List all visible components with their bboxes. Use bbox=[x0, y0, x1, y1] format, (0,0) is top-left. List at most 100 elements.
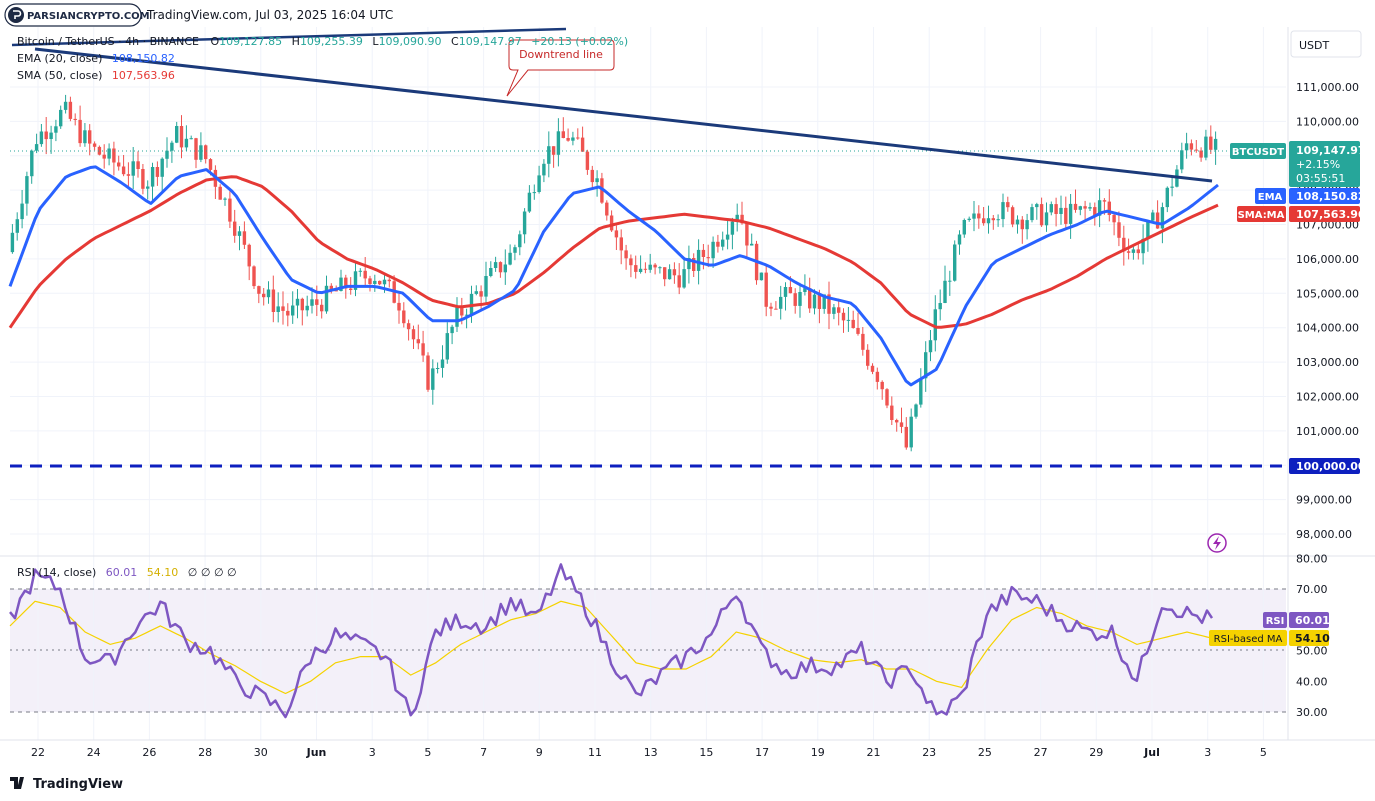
candle bbox=[25, 176, 29, 204]
candle bbox=[730, 221, 735, 235]
candle bbox=[431, 368, 435, 390]
candle bbox=[1112, 214, 1116, 223]
trendline-upper[interactable] bbox=[11, 27, 567, 47]
candle bbox=[890, 405, 894, 420]
candle bbox=[349, 288, 353, 290]
legend: Bitcoin / TetherUS · 4h · BINANCE O109,1… bbox=[17, 35, 628, 82]
brand-logo-icon bbox=[8, 7, 24, 23]
candle bbox=[783, 287, 788, 297]
candle bbox=[822, 294, 826, 309]
downtrend-annotation[interactable]: Downtrend line bbox=[506, 39, 615, 97]
candle bbox=[387, 279, 391, 282]
candle bbox=[1025, 220, 1029, 230]
rsi-legend-value: 60.01 bbox=[106, 566, 138, 579]
time-tick: 9 bbox=[536, 746, 543, 759]
time-tick: 28 bbox=[198, 746, 212, 759]
legend-sma-label[interactable]: SMA (50, close) bbox=[17, 69, 102, 82]
candle bbox=[92, 143, 97, 147]
candle bbox=[1001, 202, 1005, 220]
candle bbox=[938, 303, 942, 310]
tradingview-logo[interactable]: TradingView bbox=[10, 777, 123, 792]
candle bbox=[295, 298, 300, 306]
candle bbox=[160, 158, 164, 177]
candle bbox=[909, 416, 913, 448]
candle bbox=[696, 249, 701, 271]
candle bbox=[716, 241, 720, 247]
rsi-tick: 80.00 bbox=[1296, 552, 1328, 565]
price-tick: 103,000.00 bbox=[1296, 356, 1359, 369]
candle bbox=[1064, 207, 1068, 224]
candle bbox=[1030, 207, 1034, 221]
candle bbox=[851, 319, 855, 328]
candle bbox=[803, 288, 807, 292]
downtrend-line[interactable] bbox=[34, 47, 1213, 183]
candle bbox=[812, 294, 817, 309]
candle bbox=[117, 162, 121, 167]
candle bbox=[957, 234, 962, 245]
candle bbox=[634, 265, 638, 272]
candle bbox=[146, 186, 150, 189]
candle bbox=[204, 145, 208, 160]
candle bbox=[904, 426, 908, 448]
legend-symbol[interactable]: Bitcoin / TetherUS · 4h · BINANCE bbox=[17, 35, 199, 48]
candle bbox=[73, 118, 77, 120]
candle bbox=[131, 161, 135, 176]
candle bbox=[643, 268, 648, 270]
currency-selector[interactable]: USDT bbox=[1290, 30, 1362, 58]
lightning-icon[interactable] bbox=[1207, 533, 1227, 553]
candle bbox=[629, 258, 633, 266]
candle bbox=[257, 286, 261, 294]
candle bbox=[532, 192, 536, 194]
svg-text:Bitcoin / TetherUS · 4h · BINA: Bitcoin / TetherUS · 4h · BINANCE O109,1… bbox=[17, 35, 628, 48]
candle bbox=[170, 142, 174, 151]
candle bbox=[378, 280, 382, 285]
candle bbox=[479, 291, 483, 297]
candle bbox=[1107, 201, 1111, 215]
candle bbox=[667, 269, 672, 280]
time-tick: 23 bbox=[922, 746, 936, 759]
candle bbox=[924, 352, 928, 379]
candle bbox=[1102, 200, 1107, 202]
candle bbox=[986, 218, 991, 224]
time-tick: 15 bbox=[699, 746, 713, 759]
candle bbox=[542, 163, 546, 176]
legend-c-label: C bbox=[451, 35, 459, 48]
rsi-legend-label[interactable]: RSI (14, close) bbox=[17, 566, 96, 579]
candle bbox=[653, 264, 657, 268]
rsi-badge: RSI 60.01 bbox=[1263, 612, 1330, 628]
candle bbox=[286, 310, 290, 316]
price-scale[interactable]: 111,000.00110,000.00109,000.00108,000.00… bbox=[1296, 81, 1359, 541]
candle bbox=[701, 249, 706, 257]
candle bbox=[880, 381, 884, 390]
candle bbox=[832, 307, 836, 314]
legend-ema-label[interactable]: EMA (20, close) bbox=[17, 52, 102, 65]
candle bbox=[102, 154, 106, 159]
candle bbox=[498, 262, 503, 273]
candle bbox=[1155, 212, 1160, 229]
candle bbox=[1068, 203, 1073, 224]
rsi-badge-value: 60.01 bbox=[1295, 614, 1330, 627]
candle bbox=[353, 271, 358, 290]
candle bbox=[1073, 203, 1078, 210]
candle bbox=[972, 213, 976, 219]
candle bbox=[566, 138, 570, 141]
candle bbox=[779, 296, 783, 309]
candle bbox=[982, 218, 986, 224]
candle bbox=[107, 148, 111, 159]
candle bbox=[228, 198, 232, 222]
candle bbox=[788, 287, 793, 294]
candle bbox=[551, 146, 556, 155]
candle bbox=[344, 277, 348, 289]
time-tick: Jul bbox=[1143, 746, 1160, 759]
candle bbox=[1035, 204, 1039, 208]
candle bbox=[88, 130, 92, 144]
candle bbox=[885, 389, 889, 406]
candle bbox=[827, 294, 831, 314]
candle bbox=[334, 290, 338, 292]
time-tick: 19 bbox=[811, 746, 825, 759]
candle bbox=[774, 308, 778, 310]
candle bbox=[870, 365, 875, 372]
candle bbox=[580, 137, 585, 152]
time-axis[interactable]: 22 24 26 28 30 Jun 3 5 7 9 11 13 15 17 19 21 23 25 27 29 Jul… bbox=[31, 746, 1267, 759]
candle bbox=[1160, 207, 1165, 229]
